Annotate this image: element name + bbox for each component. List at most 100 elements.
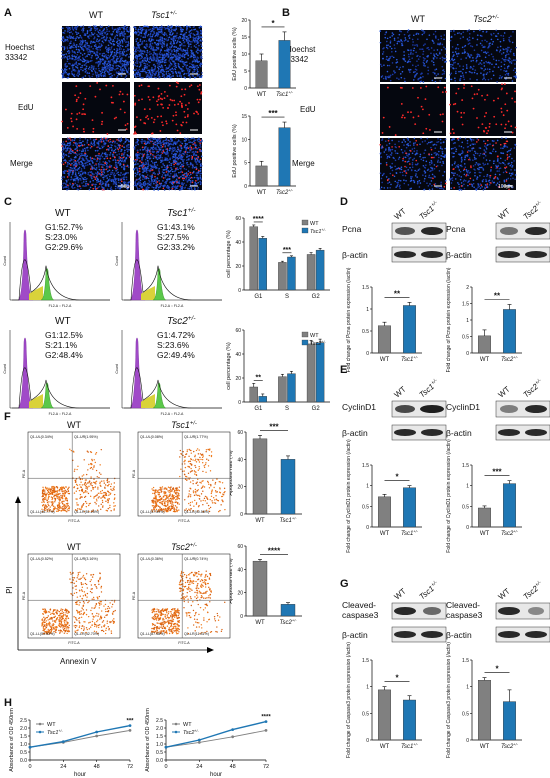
cell-dot: [199, 39, 202, 41]
cell-dot: [89, 52, 92, 54]
cell-dot: [91, 166, 94, 169]
cell-dot: [105, 46, 107, 48]
cell-dot: [69, 139, 72, 141]
cell-dot: [190, 176, 193, 179]
cell-dot: [68, 155, 70, 158]
cell-dot: [163, 26, 166, 28]
cell-dot: [483, 62, 485, 64]
cell-dot: [134, 175, 137, 177]
cell-dot: [197, 49, 199, 51]
cell-dot: [87, 35, 89, 38]
cell-dot: [73, 139, 76, 142]
cell-dot: [161, 174, 164, 176]
cell-dot: [76, 143, 79, 146]
cell-dot: [94, 172, 97, 174]
cell-dot: [482, 30, 484, 33]
cell-dot: [103, 61, 106, 64]
cell-dot: [162, 177, 165, 179]
cell-dot: [143, 168, 146, 171]
cell-dot: [133, 69, 135, 71]
cell-dot: [84, 97, 87, 100]
cell-dot: [85, 47, 88, 50]
cell-dot: [154, 26, 157, 29]
cell-dot: [166, 179, 169, 182]
cell-dot: [98, 172, 101, 175]
cell-dot: [143, 122, 146, 124]
cell-dot: [478, 63, 480, 66]
cell-dot: [79, 139, 81, 142]
cell-dot: [172, 75, 175, 77]
cell-dot: [451, 58, 453, 61]
cell-dot: [65, 68, 68, 71]
cell-dot: [193, 166, 196, 169]
cell-dot: [65, 71, 67, 74]
cell-dot: [100, 123, 103, 126]
cell-dot: [96, 171, 99, 174]
cell-dot: [424, 167, 427, 169]
cell-dot: [103, 188, 106, 191]
cell-dot: [407, 60, 410, 62]
cell-dot: [389, 57, 392, 59]
cell-dot: [499, 45, 502, 48]
cell-dot: [183, 182, 185, 185]
cell-dot: [149, 153, 152, 156]
cell-dot: [141, 153, 143, 155]
cell-dot: [88, 60, 90, 63]
cell-dot: [384, 33, 386, 36]
cell-dot: [177, 59, 180, 62]
cell-dot: [98, 163, 101, 165]
cell-dot: [401, 44, 403, 47]
cell-dot: [158, 73, 160, 76]
cell-dot: [165, 174, 167, 176]
cell-dot: [127, 139, 129, 141]
cell-dot: [115, 41, 118, 44]
cell-dot: [175, 58, 177, 60]
cell-dot: [168, 64, 171, 66]
cell-dot: [169, 157, 172, 160]
cell-dot: [74, 182, 77, 185]
cell-dot: [162, 124, 164, 127]
cell-dot: [135, 142, 137, 144]
cell-dot: [141, 40, 144, 43]
cell-dot: [79, 141, 82, 144]
cell-dot: [107, 173, 109, 176]
cell-dot: [159, 59, 162, 61]
cell-dot: [163, 90, 166, 93]
cell-dot: [417, 38, 419, 40]
cell-dot: [168, 188, 171, 191]
cell-dot: [64, 65, 66, 67]
cell-dot: [140, 57, 143, 59]
cell-dot: [502, 37, 505, 40]
cell-dot: [386, 55, 388, 58]
cell-dot: [86, 155, 89, 157]
cell-dot: [183, 167, 186, 170]
cell-dot: [61, 73, 63, 75]
cell-dot: [150, 47, 152, 50]
cell-dot: [495, 123, 498, 126]
cell-dot: [394, 50, 397, 53]
cell-dot: [150, 180, 153, 183]
cell-dot: [487, 129, 490, 132]
cell-dot: [452, 67, 454, 69]
cell-dot: [95, 183, 97, 186]
cell-dot: [158, 56, 161, 59]
cell-dot: [92, 51, 94, 53]
cell-dot: [136, 70, 139, 72]
cell-dot: [128, 27, 131, 29]
cell-dot: [184, 44, 186, 47]
cell-dot: [505, 92, 508, 95]
cell-dot: [422, 132, 425, 135]
cell-dot: [64, 55, 67, 58]
cell-dot: [111, 74, 113, 77]
cell-dot: [503, 83, 506, 86]
cell-dot: [150, 139, 152, 142]
cell-dot: [80, 66, 82, 69]
cell-dot: [385, 31, 388, 33]
cell-dot: [513, 54, 516, 57]
cell-dot: [114, 148, 117, 151]
cell-dot: [443, 70, 446, 73]
cell-dot: [66, 147, 69, 149]
cell-dot: [199, 163, 202, 166]
cell-dot: [157, 66, 159, 69]
cell-dot: [455, 47, 458, 49]
